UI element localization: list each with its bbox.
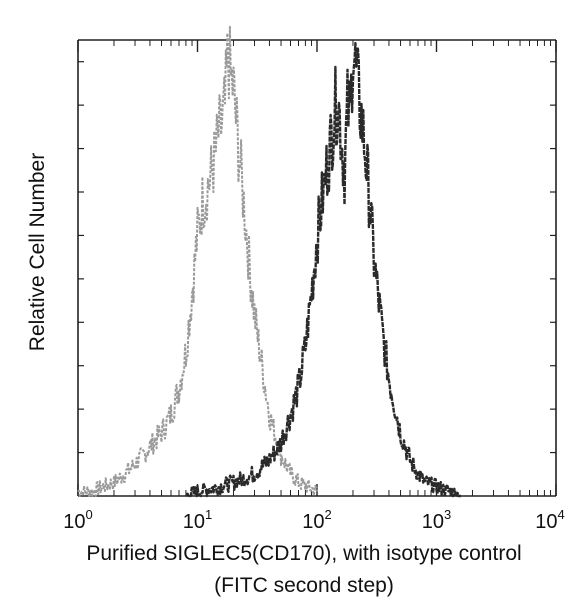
x-tick-label: 100 [63,507,92,533]
histogram-series-1 [77,25,318,497]
histogram-series-2 [185,41,462,498]
x-axis-title-line2: (FITC second step) [214,574,394,597]
x-tick-label: 101 [183,507,212,533]
series-layer [77,25,462,498]
x-tick-label: 102 [302,507,331,533]
axis-ticks [77,40,557,496]
y-axis-title: Relative Cell Number [26,153,49,351]
x-axis-title: Purified SIGLEC5(CD170), with isotype co… [86,542,521,565]
plot-frame [77,39,557,497]
x-tick-label: 104 [535,507,564,533]
x-tick-label: 103 [422,507,451,533]
x-tick-labels: 100 101 102 103 104 [63,507,564,533]
